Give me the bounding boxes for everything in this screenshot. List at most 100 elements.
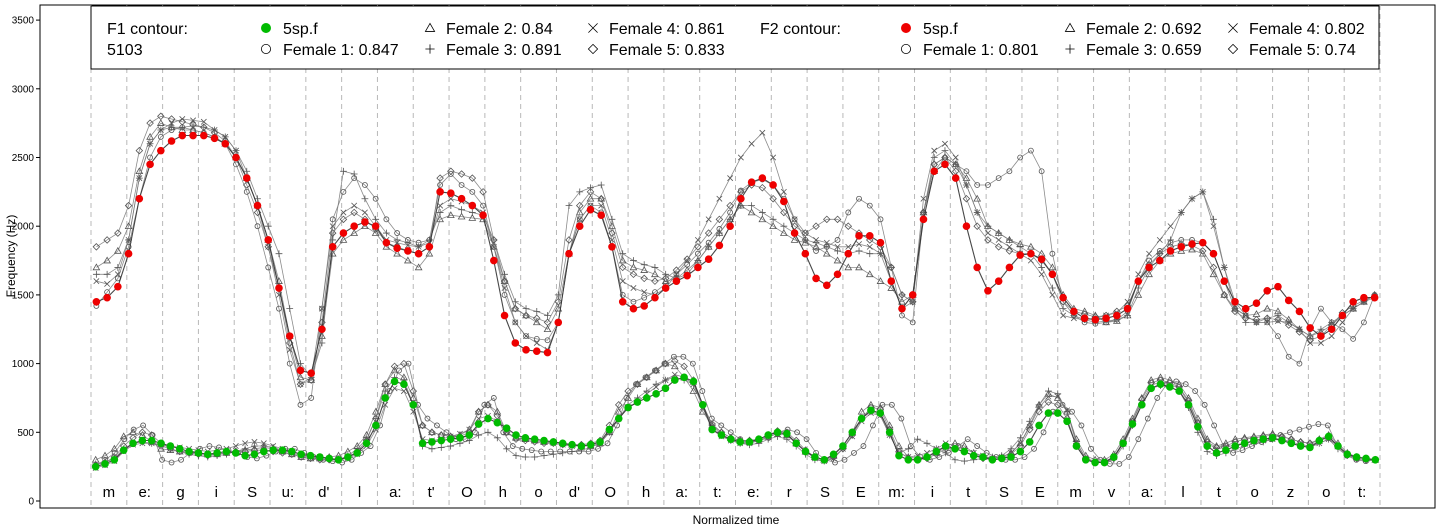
legend: F1 contour: 5103 F2 contour: 5sp.f Female 1:… [90, 5, 1380, 70]
data-point [1144, 415, 1151, 422]
data-point [865, 232, 874, 240]
data-point [812, 274, 820, 283]
y-axis-ticks: 0 500 1000 1500 2000 2500 3000 3500 [12, 16, 40, 508]
data-point [350, 229, 359, 236]
data-point [260, 440, 267, 447]
data-point [995, 229, 1003, 237]
data-point [640, 266, 649, 273]
data-point [705, 216, 712, 223]
data-point [1296, 360, 1303, 367]
data-point [715, 241, 724, 250]
data-point [960, 447, 969, 456]
data-point [801, 229, 810, 237]
data-point [791, 216, 798, 223]
data-point [168, 459, 175, 466]
data-point [400, 359, 408, 368]
data-point [1287, 429, 1293, 436]
data-point [251, 442, 258, 450]
data-point [689, 377, 698, 386]
data-point [533, 340, 540, 346]
data-point [443, 429, 450, 436]
segment-label: d' [318, 484, 329, 501]
data-point [493, 434, 501, 442]
data-point [1306, 324, 1314, 332]
data-point [857, 414, 866, 423]
data-point [512, 452, 520, 460]
data-point [680, 362, 688, 371]
data-point [727, 209, 734, 216]
data-point [382, 242, 391, 250]
data-point [554, 298, 563, 306]
data-point [652, 366, 660, 375]
data-point [833, 270, 842, 279]
data-point [436, 215, 444, 223]
data-point [973, 194, 982, 202]
data-point [372, 195, 379, 202]
data-point [718, 422, 725, 429]
segment-label: h [499, 484, 507, 501]
data-point [175, 444, 184, 453]
data-point [288, 447, 296, 456]
data-point [189, 131, 197, 140]
y-axis-label: Frequency (Hz) [4, 215, 18, 298]
data-point [823, 215, 831, 224]
y-tick-label: 3000 [12, 84, 35, 95]
data-point [447, 442, 455, 450]
data-point [232, 443, 239, 450]
data-point [428, 445, 436, 453]
data-point [372, 215, 380, 223]
segment-label: e: [747, 484, 760, 501]
data-point [119, 446, 128, 454]
data-point [110, 444, 119, 452]
data-point [381, 394, 390, 402]
data-point [1044, 398, 1053, 406]
data-point [391, 385, 398, 392]
data-point [1128, 420, 1137, 428]
data-point [726, 201, 734, 210]
data-point [1081, 455, 1090, 464]
data-point [157, 439, 165, 448]
data-point [844, 249, 853, 258]
data-point [670, 353, 677, 360]
data-point [716, 195, 723, 202]
data-point [624, 387, 632, 395]
data-point [661, 284, 670, 292]
data-point [1146, 257, 1152, 264]
data-point [769, 194, 777, 203]
data-point [630, 285, 637, 292]
data-point [923, 453, 931, 461]
data-point [962, 194, 971, 203]
data-point [708, 425, 716, 434]
data-point [597, 194, 606, 202]
data-point [1102, 318, 1110, 326]
data-point [350, 222, 358, 231]
data-point [769, 181, 777, 189]
segment-label: O [604, 484, 616, 501]
data-point [1027, 257, 1034, 264]
data-point [340, 188, 347, 195]
legend-entry: Female 2: 0.692 [1086, 21, 1202, 38]
data-point [614, 401, 623, 409]
data-point [608, 229, 616, 237]
legend-entries: F1 contour: 5103 F2 contour: 5sp.f Female 1:… [107, 21, 1365, 59]
data-point [974, 443, 981, 449]
data-point [484, 401, 492, 409]
data-point [813, 236, 820, 243]
data-point [549, 450, 557, 458]
data-point [468, 213, 477, 221]
data-point [242, 440, 249, 447]
data-point [135, 167, 144, 175]
data-point [103, 256, 112, 264]
data-point [877, 250, 884, 257]
data-point [344, 453, 352, 461]
data-point [680, 373, 688, 382]
data-point [278, 446, 287, 454]
data-point [404, 247, 412, 255]
data-point [870, 422, 876, 429]
data-point [951, 456, 959, 464]
legend-entry: Female 1: 0.801 [923, 42, 1039, 59]
data-point [1210, 223, 1217, 230]
data-point [727, 435, 735, 443]
data-point [640, 261, 648, 269]
data-point [456, 433, 464, 442]
